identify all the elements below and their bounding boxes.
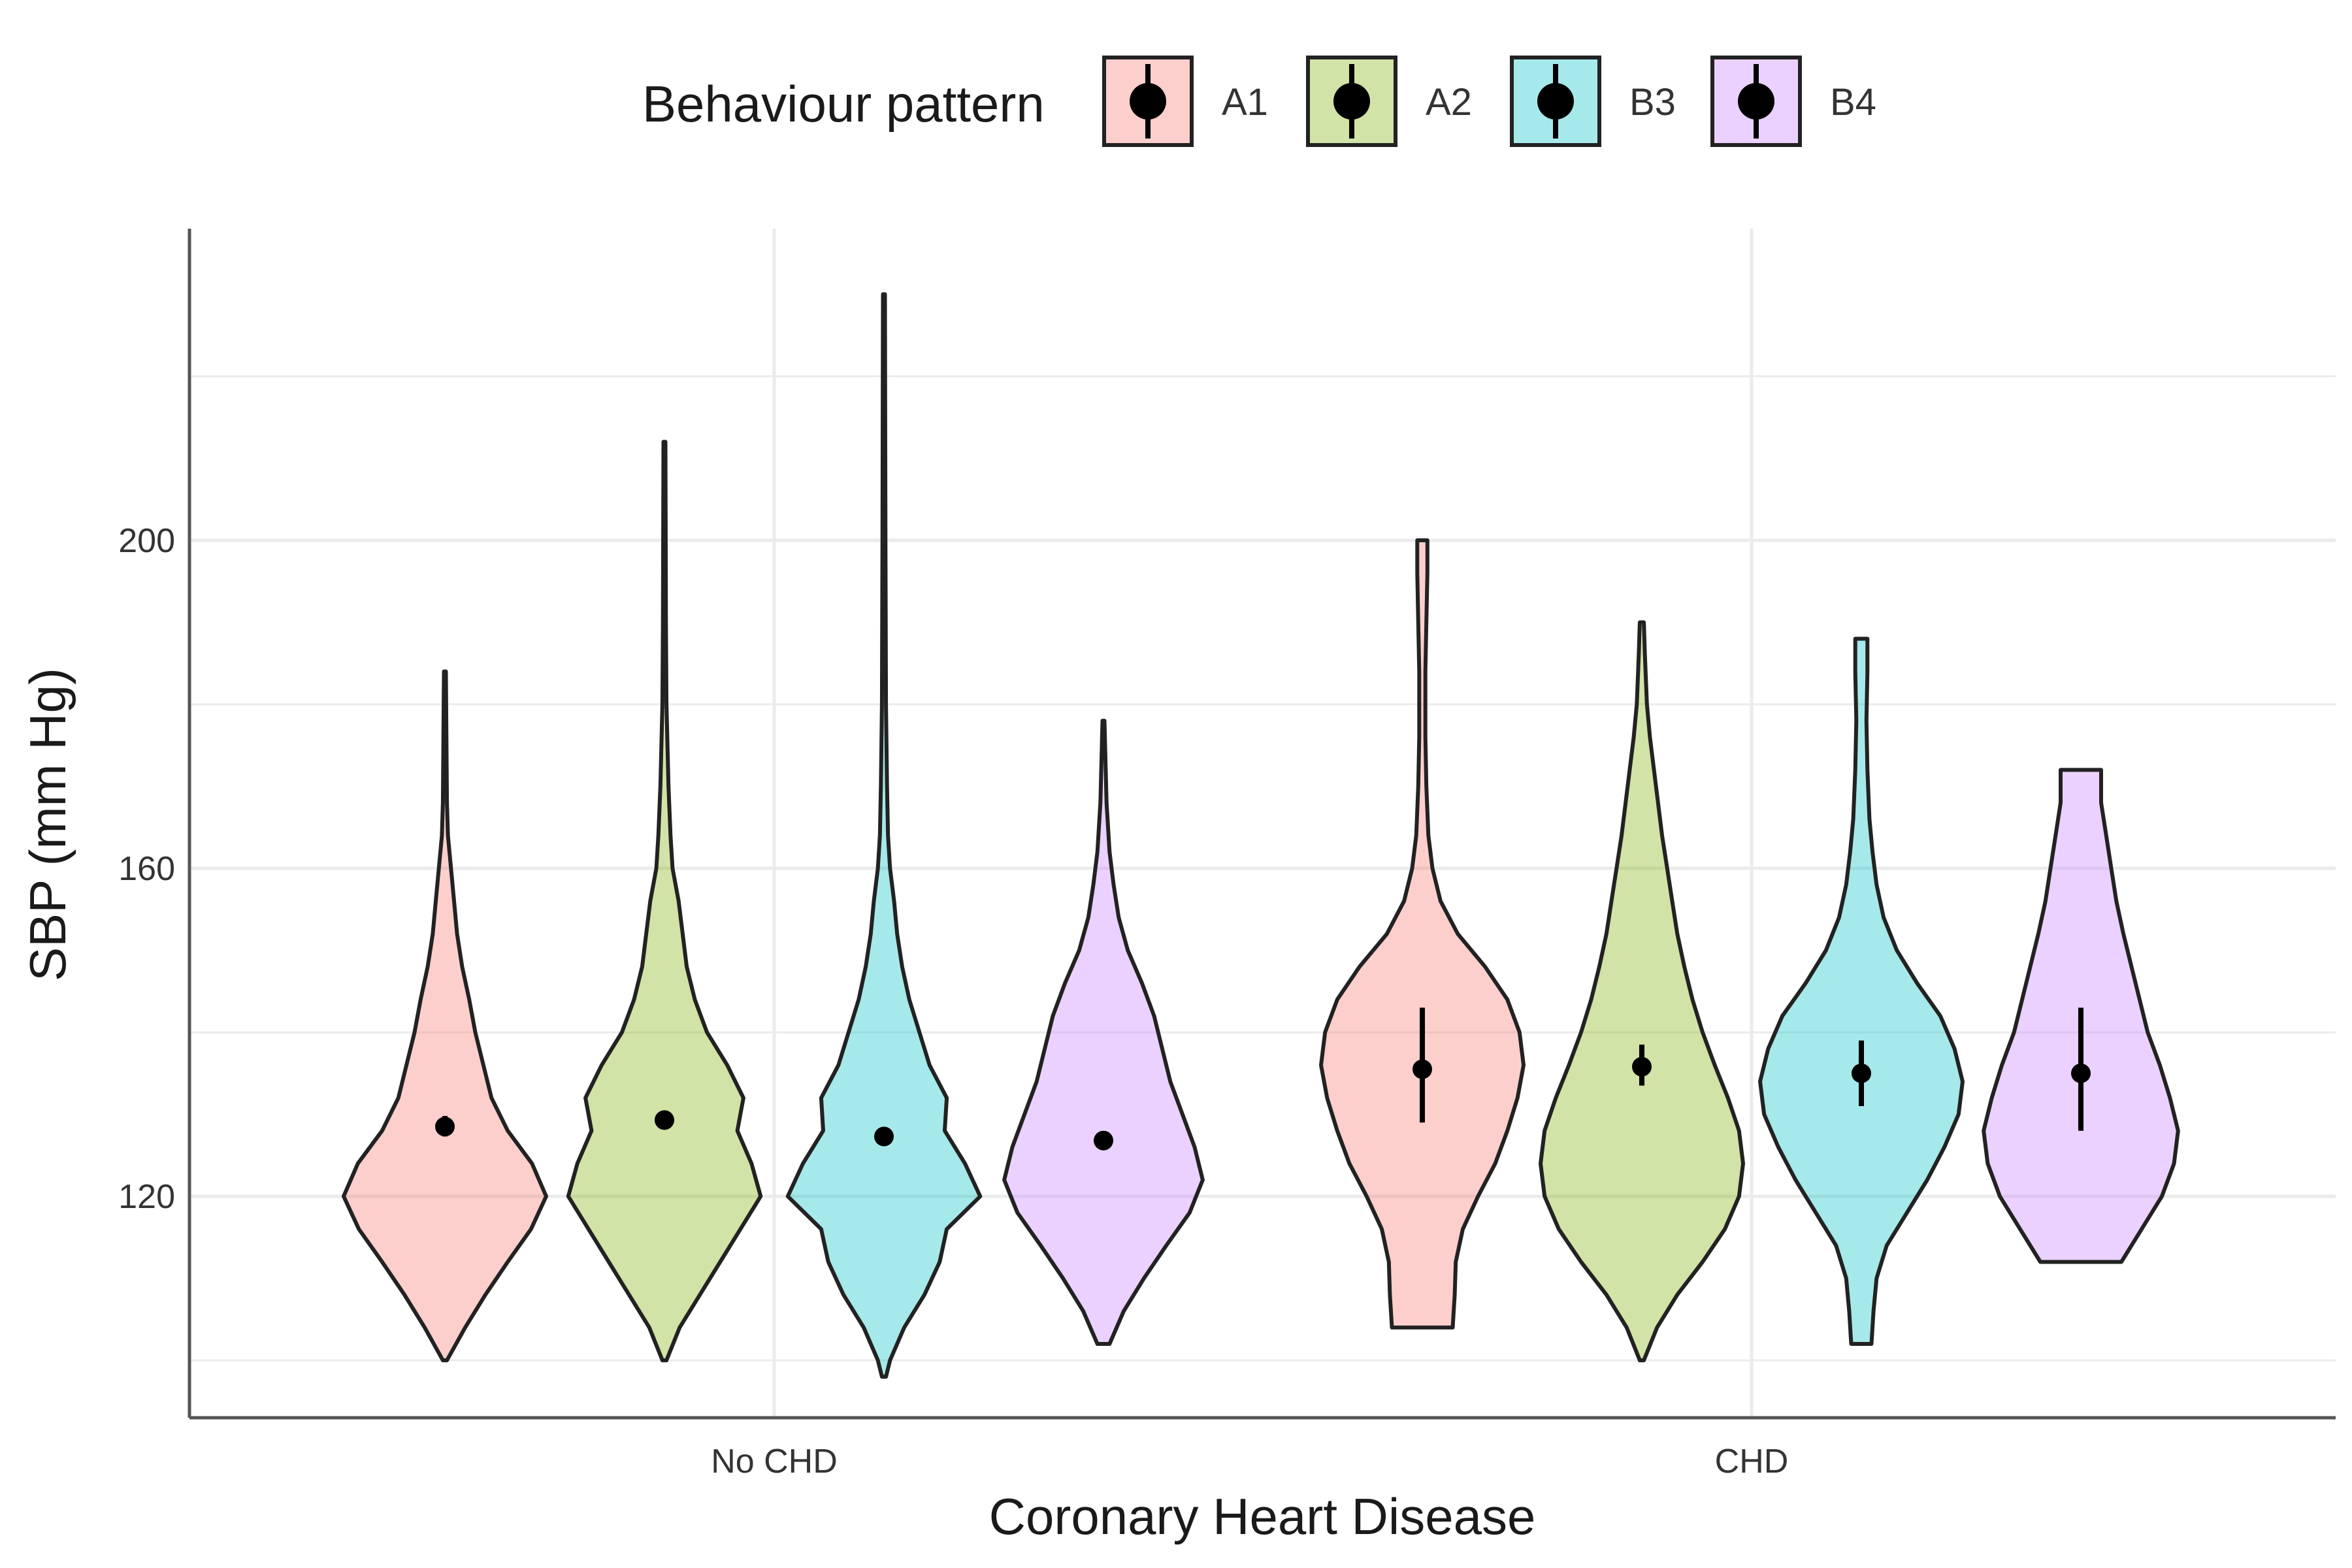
violin-shape (1319, 538, 1526, 1330)
legend-key-a2: A2 (1306, 56, 1472, 147)
violin-b3-chd (1758, 636, 1965, 1346)
legend-key-a1: A1 (1102, 56, 1268, 147)
legend-label: A1 (1222, 81, 1268, 123)
legend-point (1738, 83, 1774, 120)
mean-point (655, 1110, 674, 1130)
mean-point (1852, 1063, 1871, 1083)
mean-point (435, 1117, 455, 1137)
x-axis-title: Coronary Heart Disease (989, 1488, 1536, 1545)
x-tick-label-no-chd: No CHD (711, 1443, 838, 1480)
legend-point (1333, 83, 1370, 120)
violin-a1-chd (1319, 538, 1526, 1330)
violins (342, 292, 2180, 1379)
violin-b3-no-chd (785, 292, 983, 1379)
violin-shape (1002, 719, 1205, 1346)
mean-point (874, 1126, 894, 1147)
mean-point (1632, 1056, 1652, 1077)
legend-point (1537, 83, 1574, 120)
violin-shape (1758, 636, 1965, 1346)
violin-a2-no-chd (566, 440, 763, 1363)
legend-title: Behaviour pattern (642, 75, 1045, 133)
y-axis-title: SBP (mm Hg) (19, 668, 76, 981)
violin-a1-no-chd (342, 669, 548, 1363)
legend-label: A2 (1426, 81, 1472, 123)
violin-b4-no-chd (1002, 719, 1205, 1346)
violin-shape (342, 669, 548, 1363)
legend-key-b3: B3 (1510, 56, 1676, 147)
legend-point (1130, 83, 1166, 120)
ticks: 120 160 200 No CHD CHD (118, 522, 1788, 1480)
legend-key-b4: B4 (1710, 56, 1876, 147)
y-tick-label: 200 (118, 522, 175, 560)
mean-point (1094, 1130, 1113, 1151)
y-tick-label: 120 (118, 1178, 175, 1216)
legend: Behaviour pattern A1 A2 B3 B4 (642, 56, 1876, 147)
violin-a2-chd (1539, 620, 1745, 1363)
mean-point (2071, 1063, 2091, 1083)
legend-label: B4 (1830, 81, 1876, 123)
violin-shape (785, 292, 983, 1379)
axes (188, 229, 2336, 1420)
y-tick-label: 160 (118, 850, 175, 888)
legend-label: B3 (1629, 81, 1676, 123)
violin-b4-chd (1982, 768, 2180, 1264)
x-tick-label-chd: CHD (1715, 1443, 1789, 1480)
violin-shape (566, 440, 763, 1363)
gridlines (189, 229, 2336, 1418)
violin-shape (1539, 620, 1745, 1363)
mean-point (1413, 1059, 1432, 1079)
